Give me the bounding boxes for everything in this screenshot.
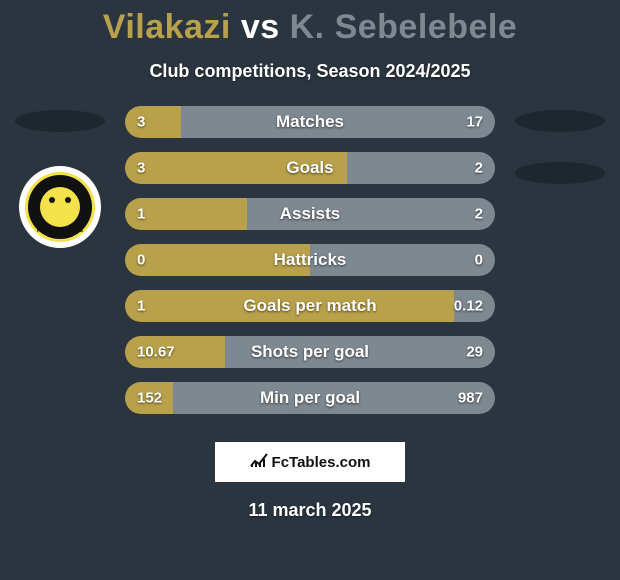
stat-row: 10.67 29 Shots per goal <box>125 336 495 368</box>
club-shadow <box>515 162 605 184</box>
stat-row: 1 0.12 Goals per match <box>125 290 495 322</box>
right-player-col <box>510 106 610 184</box>
player-shadow <box>515 110 605 132</box>
club-badge: KAIZER CHIEFS <box>19 166 101 248</box>
stat-value-right: 29 <box>466 344 483 361</box>
stat-bars: 317Matches32Goals12Assists00Hattricks10.… <box>125 106 495 414</box>
stat-label: Min per goal <box>260 388 360 408</box>
footer-brand-text: FcTables.com <box>272 454 371 471</box>
player2-name: K. Sebelebele <box>290 8 518 46</box>
stat-value-right: 2 <box>475 160 483 177</box>
stat-label: Shots per goal <box>251 342 369 362</box>
stat-row: 1 2 Assists <box>125 198 495 230</box>
footer-brand-box: FcTables.com <box>215 442 405 482</box>
date-text: 11 march 2025 <box>0 500 620 521</box>
chart-icon <box>250 453 268 472</box>
stat-value-right: 0.12 <box>454 298 483 315</box>
stat-row: 0 0 Hattricks <box>125 244 495 276</box>
stat-row: 3 17 Matches <box>125 106 495 138</box>
stat-label: Hattricks <box>274 250 347 270</box>
stat-value-right: 987 <box>458 390 483 407</box>
bar-fill-left <box>125 106 181 138</box>
stat-row: 152 987 Min per goal <box>125 382 495 414</box>
bar-fill-right <box>347 152 495 184</box>
comparison-stage: KAIZER CHIEFS 3 17 Matches 3 2 Goals 1 2 Assists… <box>0 106 620 414</box>
stat-label: Goals per match <box>243 296 376 316</box>
comparison-title: Vilakazi vs K. Sebelebele <box>0 0 620 47</box>
stat-value-right: 17 <box>466 114 483 131</box>
player-shadow <box>15 110 105 132</box>
stat-value-left: 10.67 <box>137 344 175 361</box>
stat-value-left: 3 <box>137 114 145 131</box>
stat-label: Goals <box>286 158 333 178</box>
stat-label: Matches <box>276 112 344 132</box>
stat-value-left: 1 <box>137 298 145 315</box>
club-badge-face <box>40 187 80 227</box>
stat-label: Assists <box>280 204 340 224</box>
left-player-col: KAIZER CHIEFS <box>10 106 110 248</box>
stat-value-left: 0 <box>137 252 145 269</box>
subtitle: Club competitions, Season 2024/2025 <box>0 61 620 82</box>
stat-value-left: 3 <box>137 160 145 177</box>
player1-name: Vilakazi <box>103 8 231 46</box>
stat-value-left: 1 <box>137 206 145 223</box>
club-badge-text: KAIZER CHIEFS <box>37 228 83 234</box>
stat-value-right: 2 <box>475 206 483 223</box>
stat-value-left: 152 <box>137 390 162 407</box>
stat-value-right: 0 <box>475 252 483 269</box>
vs-text: vs <box>241 8 280 46</box>
stat-row: 3 2 Goals <box>125 152 495 184</box>
